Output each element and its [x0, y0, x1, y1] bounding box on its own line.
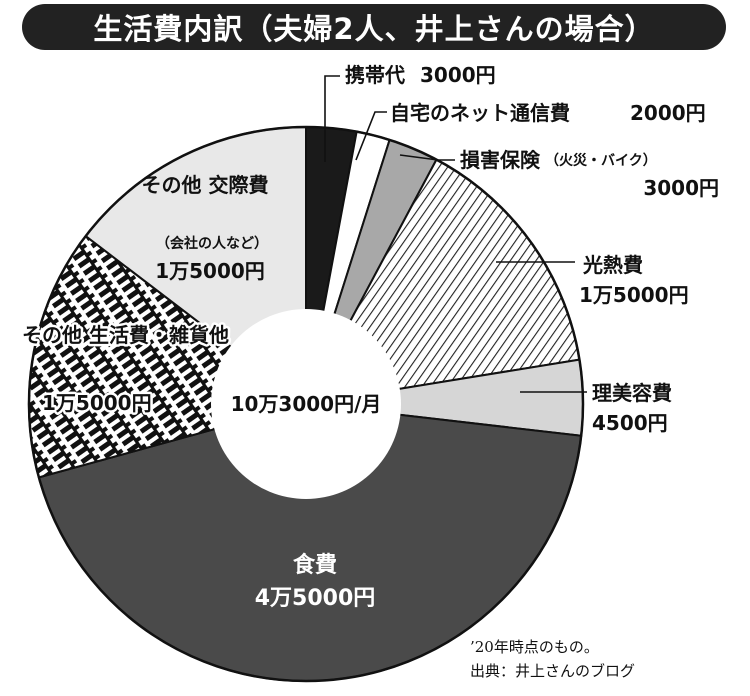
leader-line-internet [355, 111, 387, 161]
leader-line-insurance [399, 154, 455, 161]
leader-lines [324, 75, 587, 393]
slice-label-mobile: 携帯代 [345, 63, 405, 87]
slice-label-insurance: 損害保険 [460, 148, 541, 172]
donut-outline [27, 125, 585, 683]
slice-value-beauty: 4500円 [592, 411, 668, 435]
slice-label-food: 食費 [293, 552, 337, 578]
slice-value-misc-living: 1万5000円 [42, 391, 152, 415]
slice-value-internet: 2000円 [630, 101, 706, 125]
slice-label-utilities: 光熱費 [582, 253, 643, 277]
center-label: 10万3000円/月 [231, 392, 382, 416]
slice-label-social: その他 交際費 [142, 173, 269, 197]
slice-label-beauty: 理美容費 [592, 381, 672, 405]
footnote-date: ’20年時点のもの。 [470, 638, 599, 656]
chart-title: 生活費内訳（夫婦2人、井上さんの場合） [22, 4, 726, 50]
slice-value-utilities: 1万5000円 [579, 283, 689, 307]
slice-sub-insurance: （火災・バイク） [545, 153, 657, 169]
slice-value-insurance: 3000円 [643, 176, 719, 200]
leader-line-mobile [324, 75, 340, 162]
footnote-source: 出典：井上さんのブログ [470, 662, 635, 680]
slice-label-misc-living: その他 生活費・雑貨他 [22, 323, 229, 347]
slice-value-social: 1万5000円 [155, 259, 265, 283]
slice-value-mobile: 3000円 [420, 63, 496, 87]
donut-hole [211, 309, 401, 499]
slice-value-food: 4万5000円 [255, 586, 376, 611]
slice-label-internet: 自宅のネット通信費 [390, 101, 570, 125]
slice-sub-social: （会社の人など） [156, 235, 268, 252]
